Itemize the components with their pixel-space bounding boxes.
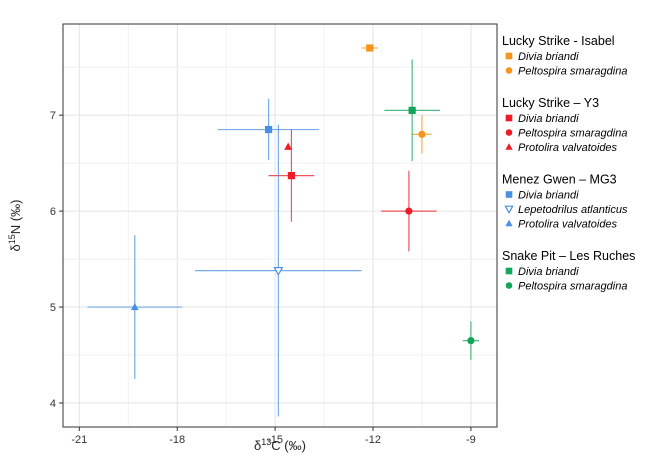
legend-group-title: Lucky Strike – Y3 (502, 96, 599, 110)
group-snake-pit-les-ruches (384, 60, 479, 360)
peltospira-smaragdina-point (405, 208, 412, 215)
legend-marker (505, 206, 512, 213)
legend-group-title: Menez Gwen – MG3 (502, 173, 617, 187)
legend-item-label: Divia briandi (518, 190, 579, 202)
legend-item-label: Divia briandi (518, 51, 579, 63)
divia-briandi-point (366, 44, 373, 51)
legend-item-label: Peltospira smaragdina (518, 66, 627, 78)
data-layer (87, 44, 479, 416)
group-lucky-strike-y3 (269, 130, 437, 252)
legend-item-label: Divia briandi (518, 113, 579, 125)
legend-marker (506, 129, 513, 136)
peltospira-smaragdina-point (467, 337, 474, 344)
legend-item-label: Lepetodrilus atlanticus (518, 204, 628, 216)
legend-marker (506, 268, 513, 275)
y-axis-title: δ15N (‰) (7, 200, 23, 252)
legend-marker (505, 220, 512, 227)
divia-briandi-point (288, 172, 295, 179)
x-tick-label: -21 (71, 434, 87, 446)
legend-group-title: Snake Pit – Les Ruches (502, 249, 635, 263)
x-axis-title: δ13C (‰) (254, 437, 306, 453)
legend-item-label: Protolira valvatoides (518, 219, 618, 231)
x-tick-label: -12 (365, 434, 381, 446)
y-tick-label: 7 (50, 110, 56, 122)
x-tick-label: -9 (466, 434, 476, 446)
legend-group-title: Lucky Strike - Isabel (502, 34, 615, 48)
group-lucky-strike-isabel (362, 44, 432, 153)
y-tick-label: 6 (50, 206, 56, 218)
y-tick-label: 5 (50, 302, 56, 314)
legend-item-label: Peltospira smaragdina (518, 281, 627, 293)
legend-marker (506, 191, 513, 198)
legend-item-label: Protolira valvatoides (518, 142, 618, 154)
divia-briandi-point (265, 126, 272, 133)
divia-briandi-point (409, 107, 416, 114)
legend-marker (505, 143, 512, 150)
peltospira-smaragdina-point (418, 131, 425, 138)
legend-item-label: Peltospira smaragdina (518, 128, 627, 140)
legend-marker (506, 67, 513, 74)
legend-marker (506, 53, 513, 60)
y-axis: 4 5 6 7 (50, 110, 63, 410)
x-tick-label: -18 (169, 434, 185, 446)
plot-grid (63, 24, 497, 427)
legend-marker (506, 115, 513, 122)
y-tick-label: 4 (50, 398, 56, 410)
legend-item-label: Divia briandi (518, 266, 579, 278)
legend-marker (506, 282, 513, 289)
legend: Lucky Strike - Isabel Divia briandi Peltos… (502, 34, 635, 293)
